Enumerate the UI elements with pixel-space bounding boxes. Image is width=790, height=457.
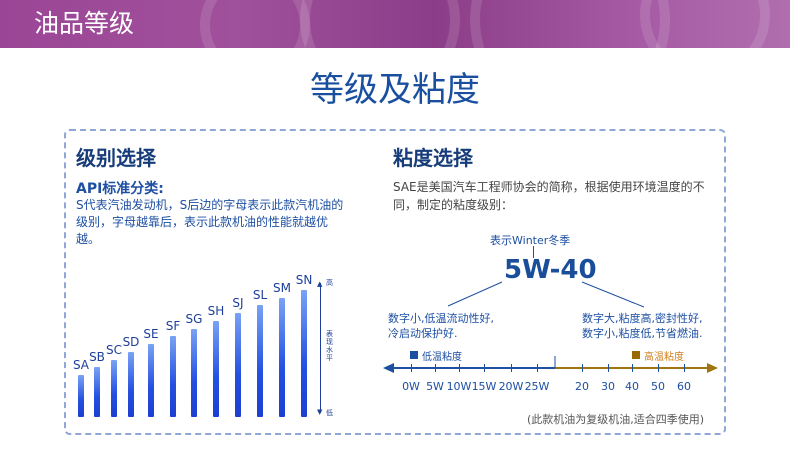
low-temp-tick <box>411 364 412 372</box>
winter-note: 表示Winter冬季 <box>490 234 571 247</box>
low-temp-tick-label: 5W <box>426 380 444 393</box>
high-temp-tick <box>632 364 633 372</box>
high-temp-tick-label: 60 <box>677 380 691 393</box>
low-temp-tick <box>511 364 512 372</box>
grade-label: SB <box>89 350 105 365</box>
grade-bar-sc <box>111 359 117 417</box>
header-banner: 油品等级 <box>0 0 790 48</box>
grade-subheading: API标准分类: <box>76 181 164 197</box>
viscosity-heading: 粘度选择 <box>393 146 473 170</box>
grade-bar-sa <box>78 375 84 417</box>
banner-title: 油品等级 <box>34 9 135 38</box>
high-temp-tick-label: 20 <box>575 380 589 393</box>
grade-label: SE <box>143 327 159 342</box>
right-pointer-line <box>581 281 645 308</box>
high-temp-tick-label: 50 <box>651 380 665 393</box>
high-temp-tick <box>582 364 583 372</box>
left-note-line: 数字小,低温流动性好, <box>388 312 494 325</box>
low-temp-legend-swatch <box>410 351 418 359</box>
left-arrow-icon <box>383 363 394 373</box>
grade-description: S代表汽油发动机，S后边的字母表示此款汽机油的级别，字母越靠后，表示此款机油的性… <box>76 198 344 246</box>
low-temp-tick <box>484 364 485 372</box>
left-note: 数字小,低温流动性好, 冷启动保护好. <box>388 311 494 341</box>
low-temp-legend: 低温粘度 <box>422 352 462 363</box>
high-temp-tick-label: 30 <box>601 380 615 393</box>
level-axis-line <box>320 283 321 413</box>
right-note-line: 数字大,粘度高,密封性好, <box>582 312 703 325</box>
viscosity-lines <box>383 281 718 373</box>
grade-label: SJ <box>232 296 244 311</box>
grade-bar-sd <box>128 351 134 417</box>
right-note-line: 数字小,粘度低,节省燃油. <box>582 327 703 340</box>
grade-label: SG <box>185 311 203 326</box>
grade-label: SL <box>252 288 268 303</box>
grade-label: SD <box>122 334 140 349</box>
axis-high-label: 高 <box>326 279 333 287</box>
axis-low-label: 低 <box>326 409 333 417</box>
grade-bar-sn <box>301 290 307 417</box>
axis-down-arrow-icon: ▼ <box>317 408 323 416</box>
right-note: 数字大,粘度高,密封性好, 数字小,粘度低,节省燃油. <box>582 311 703 341</box>
low-temp-tick-label: 25W <box>524 380 550 393</box>
left-pointer-line <box>447 281 503 307</box>
grade-bar-sh <box>213 320 219 417</box>
low-temp-tick-label: 0W <box>402 380 420 393</box>
winter-pointer-line <box>533 246 534 258</box>
high-temp-tick <box>608 364 609 372</box>
grade-heading: 级别选择 <box>76 146 156 170</box>
left-note-line: 冷启动保护好. <box>388 327 458 340</box>
grade-bar-sm <box>279 297 285 417</box>
right-arrow-icon <box>707 363 718 373</box>
high-temp-tick-label: 40 <box>625 380 639 393</box>
axis-up-arrow-icon: ▲ <box>317 280 323 288</box>
info-panel <box>64 129 726 435</box>
high-temp-tick <box>658 364 659 372</box>
low-temp-tick-label: 20W <box>498 380 524 393</box>
grade-bar-sj <box>235 313 241 417</box>
grade-bar-sb <box>94 367 100 417</box>
grade-label: SH <box>207 303 225 318</box>
grade-bar-sf <box>170 336 176 417</box>
grade-label: SC <box>106 342 122 357</box>
viscosity-description: SAE是美国汽车工程师协会的简称，根据使用环境温度的不同，制定的粘度级别： <box>393 180 705 212</box>
grade-label: SF <box>165 319 181 334</box>
low-temp-tick <box>537 364 538 372</box>
viscosity-example: 5W-40 <box>504 255 597 285</box>
low-temp-tick <box>459 364 460 372</box>
grade-bar-sl <box>257 305 263 417</box>
grade-bar-sg <box>191 328 197 417</box>
page-title: 等级及粘度 <box>310 70 480 110</box>
low-temp-tick-label: 15W <box>471 380 497 393</box>
grade-label: SN <box>295 273 313 287</box>
low-temp-tick <box>435 364 436 372</box>
grade-label: SA <box>72 358 90 372</box>
grade-bar-se <box>148 344 154 417</box>
low-temp-tick-label: 10W <box>446 380 472 393</box>
high-temp-legend: 高温粘度 <box>644 352 684 363</box>
high-temp-tick <box>684 364 685 372</box>
footnote: (此款机油为复级机油,适合四季使用) <box>527 413 705 426</box>
high-temp-legend-swatch <box>632 351 640 359</box>
axis-label: 表现水平 <box>326 330 333 362</box>
grade-label: SM <box>273 280 291 295</box>
